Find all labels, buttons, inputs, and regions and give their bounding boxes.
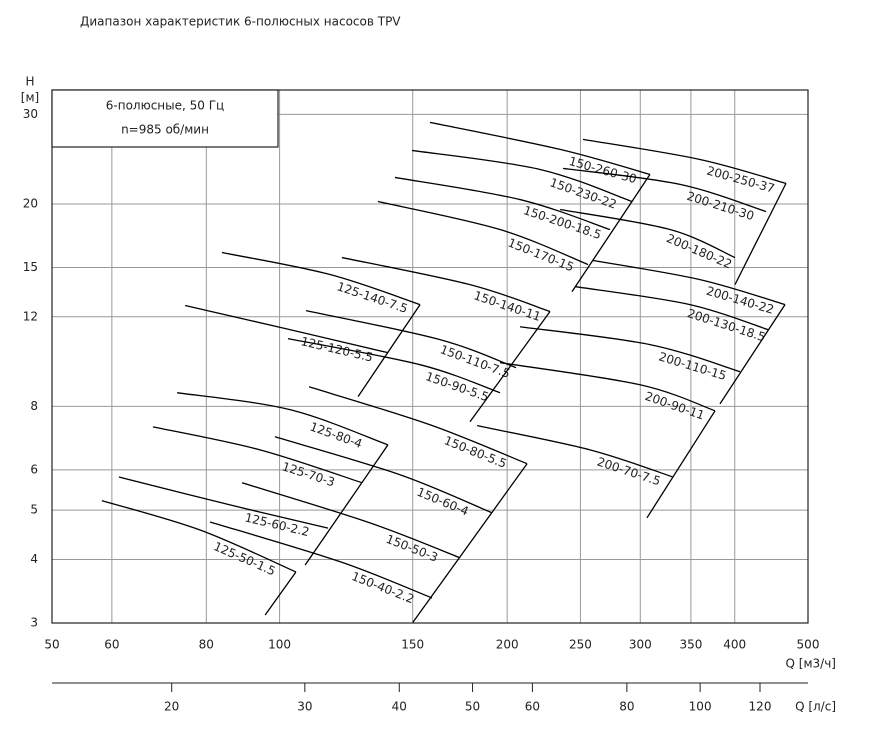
pump-curve (519, 326, 741, 373)
limit-line (646, 410, 716, 519)
pump-curve (177, 392, 389, 446)
y-axis-unit: [м] (21, 91, 39, 105)
x-tick-label: 500 (797, 638, 820, 652)
x-tick-label: 60 (104, 638, 119, 652)
x-tick-label: 50 (44, 638, 59, 652)
info-box (51, 89, 279, 148)
pump-curve (559, 208, 736, 259)
pump-curve (241, 482, 461, 559)
y-tick-label: 6 (30, 462, 38, 476)
x2-axis-label: Q [л/с] (795, 700, 836, 714)
pump-curve (274, 436, 493, 514)
pump-curve (152, 426, 363, 484)
info-text: 6-полюсные, 50 Гц (106, 99, 224, 113)
pump-curve (394, 176, 611, 231)
y-tick-label: 15 (23, 260, 38, 274)
pump-curve (308, 386, 528, 465)
curve-label: 200-70-7.5 (595, 455, 662, 489)
x-tick-label: 400 (723, 638, 746, 652)
x2-tick-label: 30 (297, 700, 312, 714)
x-tick-label: 100 (268, 638, 291, 652)
x2-tick-label: 80 (619, 700, 634, 714)
curve-label: 150-90-5.5 (424, 369, 491, 404)
pump-curve (221, 251, 421, 306)
pump-curve (341, 256, 551, 313)
x-axis-label: Q [м3/ч] (786, 657, 836, 671)
pump-curve (411, 149, 633, 203)
x2-tick-label: 100 (689, 700, 712, 714)
limit-line (264, 571, 297, 616)
x-tick-label: 80 (199, 638, 214, 652)
x-tick-label: 200 (496, 638, 519, 652)
x2-tick-label: 120 (749, 700, 772, 714)
pump-curve (101, 500, 297, 573)
y-tick-label: 20 (23, 196, 38, 210)
curve-label: 150-60-4 (415, 485, 471, 519)
pump-curve (209, 521, 433, 599)
limit-line (571, 174, 651, 292)
curve-label: 200-210-30 (685, 189, 756, 223)
limit-line (412, 463, 528, 623)
limit-line (734, 183, 787, 285)
pump-curve (592, 259, 786, 306)
y-tick-label: 12 (23, 309, 38, 323)
pump-curve (305, 309, 517, 369)
x-tick-label: 300 (629, 638, 652, 652)
x-tick-label: 350 (679, 638, 702, 652)
x2-tick-label: 20 (164, 700, 179, 714)
pump-curve (118, 476, 329, 529)
limit-line (304, 444, 389, 566)
plot-frame (51, 89, 809, 624)
chart-title: Диапазон характеристик 6-полюсных насосо… (80, 15, 401, 29)
pump-curve (574, 285, 769, 331)
limit-line (719, 304, 786, 405)
y-tick-label: 5 (30, 503, 38, 517)
curve-label: 150-230-22 (548, 175, 618, 211)
curve-label: 200-90-11 (643, 389, 706, 423)
y-tick-label: 4 (30, 552, 38, 566)
pump-curve (184, 304, 389, 354)
curve-label: 200-110-15 (657, 350, 728, 383)
limit-line (469, 311, 551, 423)
pump-curve (476, 425, 674, 478)
pump-curve (582, 138, 787, 185)
x2-tick-label: 60 (525, 700, 540, 714)
y-axis-label: H (25, 75, 34, 89)
x-tick-label: 150 (401, 638, 424, 652)
pump-curve (429, 121, 651, 176)
pump-curve (499, 362, 716, 412)
y-tick-label: 8 (30, 399, 38, 413)
y-tick-label: 3 (30, 616, 38, 630)
curve-label: 125-70-3 (280, 459, 336, 489)
x2-tick-label: 50 (465, 700, 480, 714)
pump-curve (377, 200, 589, 266)
curve-label: 125-140-7.5 (335, 279, 409, 316)
curve-label: 125-120-5.5 (300, 334, 375, 364)
curve-label: 200-250-37 (705, 164, 776, 196)
pump-curve (287, 337, 501, 394)
pump-curve (562, 167, 767, 213)
x2-tick-label: 40 (392, 700, 407, 714)
info-text: n=985 об/мин (121, 123, 209, 137)
limit-line (357, 304, 421, 397)
y-tick-label: 30 (23, 107, 38, 121)
x-tick-label: 250 (569, 638, 592, 652)
